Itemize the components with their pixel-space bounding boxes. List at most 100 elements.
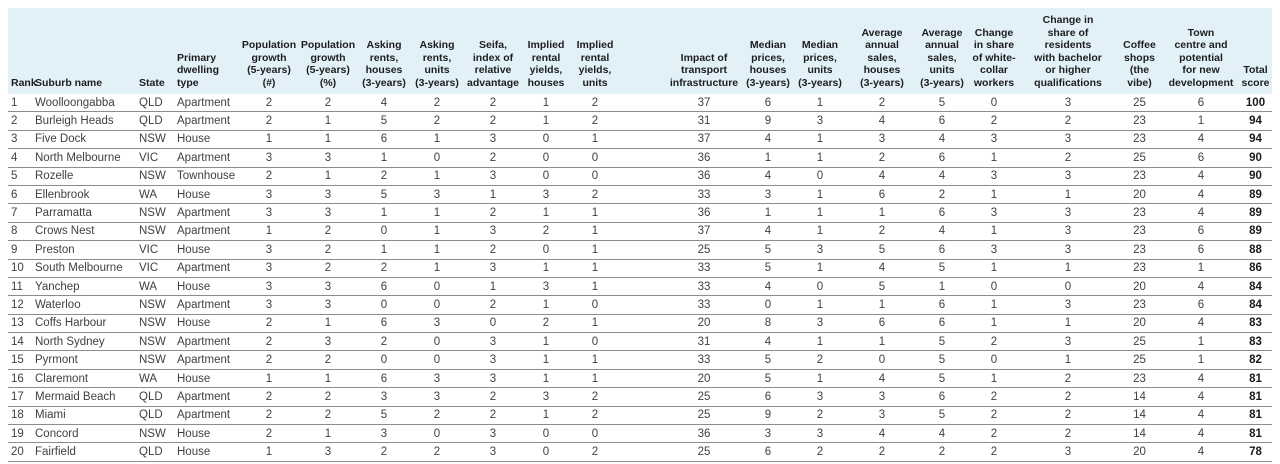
cell-bachelor-qualifications: 1 bbox=[1020, 185, 1116, 205]
cell-total-score: 81 bbox=[1239, 369, 1272, 389]
cell-avg-annual-sales-units: 6 bbox=[916, 387, 968, 407]
cell-asking-rents-units: 0 bbox=[410, 148, 464, 168]
cell-avg-annual-sales-houses: 0 bbox=[848, 350, 916, 370]
cell-dwelling-type: House bbox=[176, 369, 240, 389]
cell-suburb-name: Mermaid Beach bbox=[34, 387, 138, 407]
table-row: 5 Rozelle NSW Townhouse 2 1 2 1 3 0 0 36 4 0 4 4 3 3 23 4 90 bbox=[8, 167, 1272, 186]
cell-asking-rents-units: 1 bbox=[410, 203, 464, 223]
cell-seifa-index: 1 bbox=[464, 277, 522, 297]
column-header-town-centre: Town centre and potential for new develo… bbox=[1163, 8, 1239, 94]
cell-spacer bbox=[620, 167, 664, 186]
cell-state: WA bbox=[138, 369, 176, 389]
cell-implied-rental-yields-units: 0 bbox=[570, 332, 620, 352]
cell-dwelling-type: House bbox=[176, 185, 240, 205]
cell-avg-annual-sales-units: 6 bbox=[916, 240, 968, 260]
cell-median-prices-units: 3 bbox=[792, 424, 848, 444]
column-header-asking-rents-units: Asking rents, units (3-years) bbox=[410, 8, 464, 94]
cell-dwelling-type: Apartment bbox=[176, 94, 240, 113]
cell-implied-rental-yields-houses: 0 bbox=[522, 424, 570, 444]
cell-town-centre: 4 bbox=[1163, 130, 1239, 150]
cell-transport-infrastructure: 36 bbox=[664, 424, 744, 444]
cell-bachelor-qualifications: 1 bbox=[1020, 350, 1116, 370]
cell-avg-annual-sales-houses: 2 bbox=[848, 222, 916, 242]
cell-seifa-index: 2 bbox=[464, 148, 522, 168]
cell-median-prices-houses: 6 bbox=[744, 442, 792, 462]
cell-asking-rents-units: 2 bbox=[410, 94, 464, 113]
cell-white-collar-workers: 1 bbox=[968, 185, 1020, 205]
cell-median-prices-houses: 5 bbox=[744, 350, 792, 370]
cell-total-score: 90 bbox=[1239, 148, 1272, 168]
cell-suburb-name: North Melbourne bbox=[34, 148, 138, 168]
cell-seifa-index: 3 bbox=[464, 167, 522, 186]
cell-avg-annual-sales-units: 4 bbox=[916, 167, 968, 186]
cell-avg-annual-sales-units: 5 bbox=[916, 406, 968, 426]
cell-total-score: 83 bbox=[1239, 314, 1272, 334]
cell-asking-rents-houses: 2 bbox=[358, 442, 410, 462]
cell-asking-rents-houses: 0 bbox=[358, 295, 410, 315]
cell-bachelor-qualifications: 3 bbox=[1020, 240, 1116, 260]
cell-pop-growth-number: 3 bbox=[240, 259, 298, 278]
cell-pop-growth-percent: 3 bbox=[298, 277, 358, 297]
cell-rank: 2 bbox=[8, 111, 34, 131]
cell-median-prices-houses: 4 bbox=[744, 222, 792, 242]
cell-total-score: 83 bbox=[1239, 332, 1272, 352]
cell-asking-rents-units: 1 bbox=[410, 222, 464, 242]
cell-dwelling-type: Apartment bbox=[176, 259, 240, 278]
cell-median-prices-houses: 1 bbox=[744, 203, 792, 223]
cell-asking-rents-houses: 3 bbox=[358, 424, 410, 444]
cell-town-centre: 4 bbox=[1163, 442, 1239, 462]
cell-bachelor-qualifications: 3 bbox=[1020, 295, 1116, 315]
cell-dwelling-type: House bbox=[176, 424, 240, 444]
cell-total-score: 89 bbox=[1239, 185, 1272, 205]
column-header-avg-annual-sales-units: Average annual sales, units (3-years) bbox=[916, 8, 968, 94]
cell-town-centre: 4 bbox=[1163, 167, 1239, 186]
cell-suburb-name: Parramatta bbox=[34, 203, 138, 223]
cell-median-prices-houses: 9 bbox=[744, 111, 792, 131]
cell-implied-rental-yields-units: 1 bbox=[570, 240, 620, 260]
cell-total-score: 86 bbox=[1239, 259, 1272, 278]
cell-town-centre: 4 bbox=[1163, 185, 1239, 205]
cell-transport-infrastructure: 20 bbox=[664, 369, 744, 389]
cell-total-score: 100 bbox=[1239, 94, 1272, 113]
cell-transport-infrastructure: 36 bbox=[664, 203, 744, 223]
cell-implied-rental-yields-units: 1 bbox=[570, 130, 620, 150]
cell-suburb-name: Woolloongabba bbox=[34, 94, 138, 113]
cell-dwelling-type: Apartment bbox=[176, 350, 240, 370]
cell-pop-growth-number: 2 bbox=[240, 167, 298, 186]
cell-suburb-name: Crows Nest bbox=[34, 222, 138, 242]
column-header-total-score: Total score bbox=[1239, 8, 1272, 94]
cell-pop-growth-number: 1 bbox=[240, 442, 298, 462]
cell-bachelor-qualifications: 3 bbox=[1020, 332, 1116, 352]
cell-town-centre: 1 bbox=[1163, 111, 1239, 131]
cell-state: NSW bbox=[138, 314, 176, 334]
cell-asking-rents-units: 2 bbox=[410, 111, 464, 131]
column-header-coffee-shops: Coffee shops (the vibe) bbox=[1116, 8, 1163, 94]
cell-total-score: 94 bbox=[1239, 111, 1272, 131]
cell-avg-annual-sales-houses: 3 bbox=[848, 130, 916, 150]
cell-avg-annual-sales-houses: 4 bbox=[848, 369, 916, 389]
cell-white-collar-workers: 1 bbox=[968, 222, 1020, 242]
cell-median-prices-units: 2 bbox=[792, 442, 848, 462]
cell-total-score: 89 bbox=[1239, 203, 1272, 223]
cell-avg-annual-sales-units: 5 bbox=[916, 94, 968, 113]
cell-dwelling-type: Apartment bbox=[176, 295, 240, 315]
cell-pop-growth-number: 2 bbox=[240, 406, 298, 426]
cell-transport-infrastructure: 37 bbox=[664, 94, 744, 113]
cell-median-prices-units: 1 bbox=[792, 332, 848, 352]
cell-seifa-index: 3 bbox=[464, 332, 522, 352]
cell-spacer bbox=[620, 130, 664, 150]
table-header-row: Rank Suburb name State Primary dwelling typ… bbox=[8, 8, 1272, 94]
cell-seifa-index: 3 bbox=[464, 424, 522, 444]
cell-town-centre: 6 bbox=[1163, 240, 1239, 260]
column-header-transport-infrastructure: Impact of transport infrastructure bbox=[664, 8, 744, 94]
cell-spacer bbox=[620, 442, 664, 462]
cell-avg-annual-sales-houses: 4 bbox=[848, 424, 916, 444]
cell-asking-rents-houses: 5 bbox=[358, 406, 410, 426]
cell-avg-annual-sales-units: 1 bbox=[916, 277, 968, 297]
cell-pop-growth-percent: 2 bbox=[298, 222, 358, 242]
cell-median-prices-houses: 6 bbox=[744, 94, 792, 113]
cell-white-collar-workers: 2 bbox=[968, 406, 1020, 426]
cell-town-centre: 1 bbox=[1163, 332, 1239, 352]
cell-dwelling-type: Apartment bbox=[176, 332, 240, 352]
cell-implied-rental-yields-houses: 1 bbox=[522, 111, 570, 131]
